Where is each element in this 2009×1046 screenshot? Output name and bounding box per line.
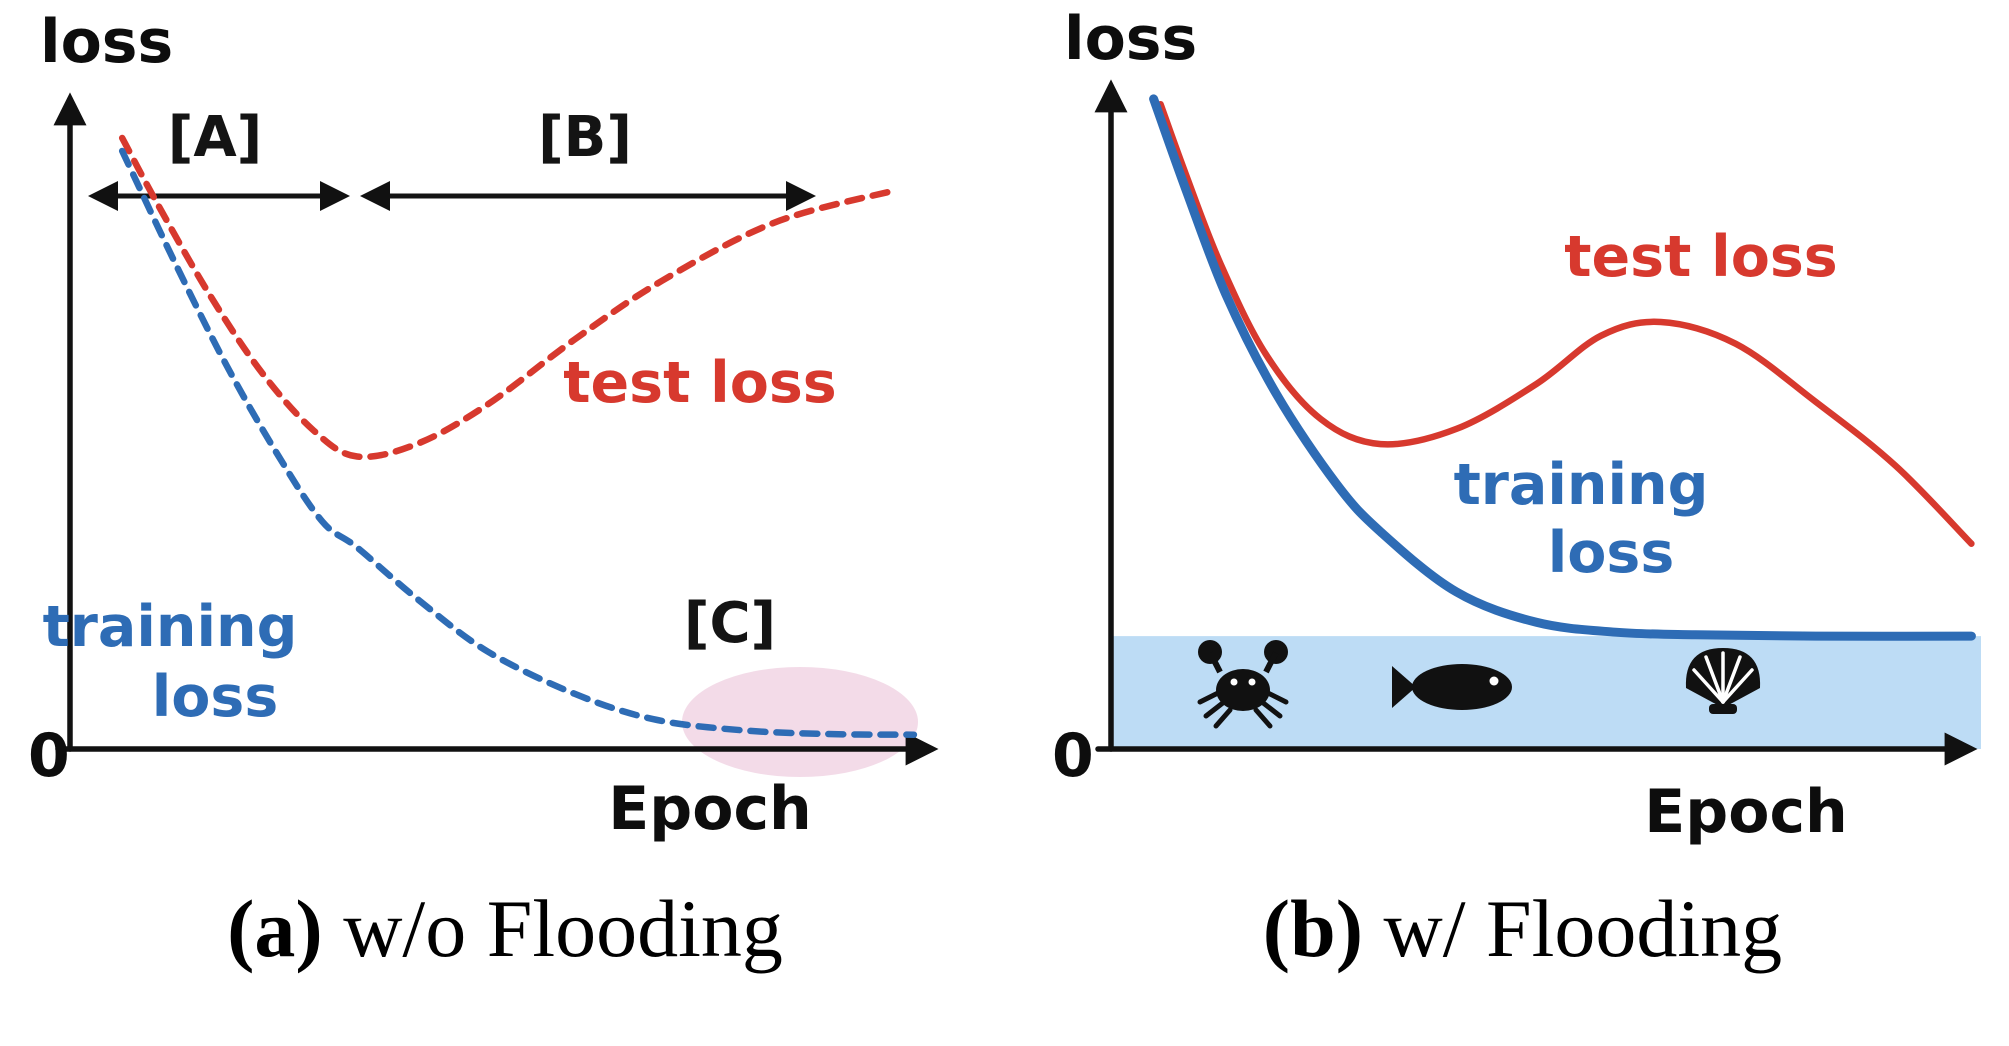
training-loss-label-line2: loss <box>152 664 279 730</box>
y-axis-label: loss <box>1064 4 1197 74</box>
panel-without-flooding: loss 0 Epoch [A] [B] [C] test loss train… <box>10 4 990 868</box>
test-loss-label: test loss <box>563 350 836 416</box>
training-loss-label-line2: loss <box>1548 520 1675 586</box>
origin-label: 0 <box>1052 721 1094 791</box>
training-loss-label-line1: training <box>1454 452 1709 518</box>
panel-a-chart: loss 0 Epoch [A] [B] [C] test loss train… <box>28 7 939 844</box>
caption-a: (a) w/o Flooding <box>0 883 1010 974</box>
crab-icon <box>1197 640 1289 729</box>
interval-label-a: [A] <box>168 105 263 170</box>
caption-b-marker: (b) <box>1262 883 1364 974</box>
x-axis-label: Epoch <box>608 774 811 844</box>
training-loss-curve <box>1149 94 1976 641</box>
caption-b: (b) w/ Flooding <box>1036 883 2009 974</box>
training-loss-label-line1: training <box>43 594 298 660</box>
caption-a-text: w/o Flooding <box>322 883 783 974</box>
test-loss-curve <box>1157 100 1975 547</box>
origin-label: 0 <box>28 721 70 791</box>
training-loss-curve <box>118 147 918 738</box>
shell-icon <box>1685 648 1761 714</box>
caption-a-marker: (a) <box>227 883 323 974</box>
y-axis-label: loss <box>40 7 173 77</box>
test-loss-curve <box>118 134 900 461</box>
region-label-c: [C] <box>684 591 776 656</box>
panel-with-flooding: loss 0 Epoch test loss training loss <box>1036 4 2005 868</box>
panel-b-chart: loss 0 Epoch test loss training loss <box>1052 4 1981 847</box>
caption-b-text: w/ Flooding <box>1363 883 1783 974</box>
test-loss-label: test loss <box>1564 224 1837 290</box>
highlight-ellipse-c <box>682 667 918 777</box>
interval-label-b: [B] <box>538 105 632 170</box>
x-axis-label: Epoch <box>1644 777 1847 847</box>
fish-icon <box>1392 664 1512 710</box>
